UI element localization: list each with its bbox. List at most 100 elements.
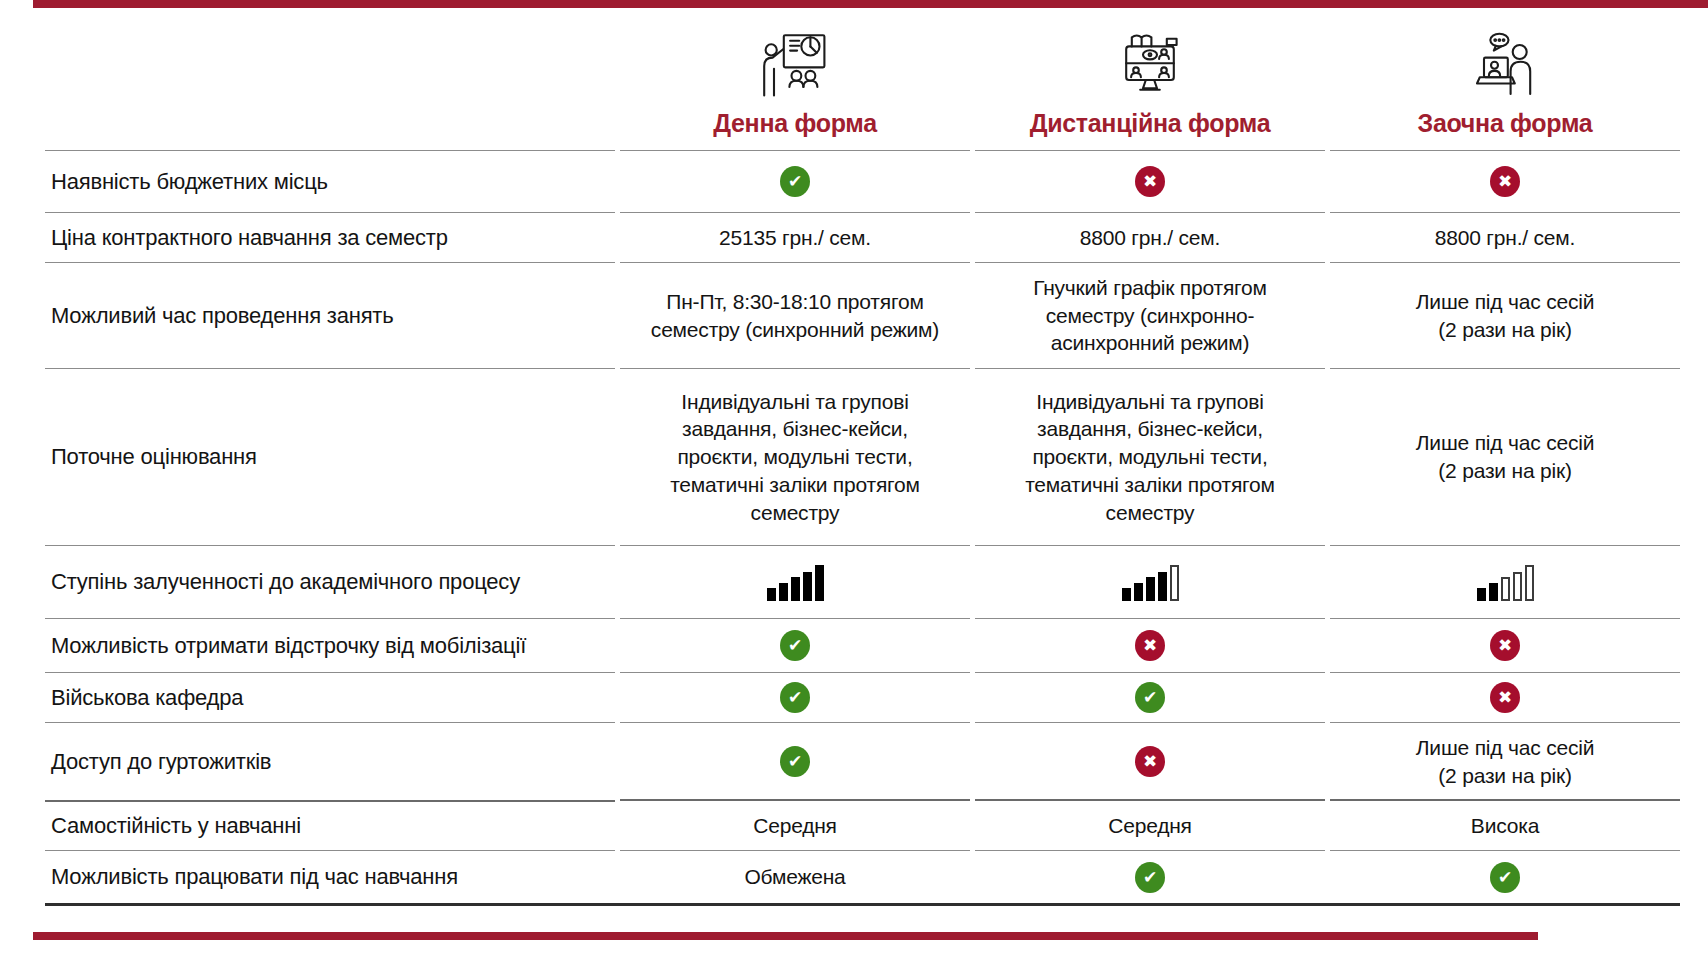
cell [1330,545,1680,619]
cell: Середня [620,799,970,851]
cell-value: Середня [1108,812,1192,840]
cell-value: Лише під час сесій (2 рази на рік) [1409,734,1601,789]
cell: ✔ [620,672,970,723]
cell-value: Індивідуальні та групові завдання, бізне… [649,388,941,527]
cross-icon: ✖ [1135,630,1165,661]
consultation-icon [1470,31,1540,101]
cell [975,545,1325,619]
cell: ✖ [975,722,1325,801]
cell-value: Лише під час сесій (2 рази на рік) [1409,288,1601,343]
bar-segment [767,588,776,601]
table-header-row: Денна форма [45,2,1680,150]
cell: Індивідуальні та групові завдання, бізне… [975,368,1325,546]
cell: ✔ [620,722,970,801]
check-icon: ✔ [780,746,810,777]
cell-value: Висока [1471,812,1539,840]
row-label: Ціна контрактного навчання за семестр [45,212,615,262]
cell: Гнучкий графік протягом семестру (синхро… [975,262,1325,369]
bar-segment [1134,583,1143,601]
cell: 8800 грн./ сем. [1330,212,1680,263]
cell: ✖ [1330,150,1680,213]
cell: ✔ [1330,850,1680,904]
table-row: Військова кафедра ✔ ✔ ✖ [45,672,1680,722]
cell [620,545,970,619]
cell: Лише під час сесій (2 рази на рік) [1330,262,1680,369]
bar-segment [1170,565,1179,601]
row-label: Можливий час проведення занять [45,262,615,368]
column-header-part-time: Заочна форма [1330,0,1680,150]
bar-segment [1513,572,1522,601]
table-row: Наявність бюджетних місць ✔ ✖ ✖ [45,150,1680,212]
engagement-bars-icon [1477,563,1534,601]
table-row: Ступінь залученності до академічного про… [45,545,1680,618]
row-label: Ступінь залученності до академічного про… [45,545,615,618]
cell: Лише під час сесій (2 рази на рік) [1330,368,1680,546]
cell: ✖ [1330,672,1680,723]
cross-icon: ✖ [1135,166,1165,197]
comparison-table: Денна форма [45,2,1680,906]
cell: ✔ [975,672,1325,723]
cross-icon: ✖ [1135,746,1165,777]
bottom-red-rule [33,932,1538,940]
table-row: Поточне оцінювання Індивідуальні та груп… [45,368,1680,545]
cell: 8800 грн./ сем. [975,212,1325,263]
table-row: Можливість отримати відстрочку від мобіл… [45,618,1680,672]
bar-segment [779,583,788,601]
cell-value: Лише під час сесій (2 рази на рік) [1409,429,1601,484]
cell: ✖ [975,150,1325,213]
bar-segment [1146,577,1155,601]
table-row: Ціна контрактного навчання за семестр 25… [45,212,1680,262]
cross-icon: ✖ [1490,166,1520,197]
cell: ✖ [975,618,1325,673]
bar-segment [791,577,800,601]
presentation-icon [760,31,830,101]
row-label: Можливість отримати відстрочку від мобіл… [45,618,615,672]
table-row: Самостійність у навчанні Середня Середня… [45,800,1680,850]
cell: Висока [1330,799,1680,851]
check-icon: ✔ [780,166,810,197]
comparison-infographic: Денна форма [0,0,1708,959]
cell-value: 8800 грн./ сем. [1080,224,1220,252]
column-header-full-time: Денна форма [620,0,970,150]
check-icon: ✔ [1135,862,1165,893]
column-header-label: Денна форма [713,109,877,138]
cell: 25135 грн./ сем. [620,212,970,263]
cross-icon: ✖ [1490,682,1520,713]
cell: Пн-Пт, 8:30-18:10 протягом семестру (син… [620,262,970,369]
column-header-distance: Дистанційна форма [975,0,1325,150]
row-label: Доступ до гуртожитків [45,722,615,800]
cell: ✖ [1330,618,1680,673]
cell-value: Пн-Пт, 8:30-18:10 протягом семестру (син… [649,288,941,343]
row-label: Самостійність у навчанні [45,800,615,850]
cell: Лише під час сесій (2 рази на рік) [1330,722,1680,801]
row-label: Наявність бюджетних місць [45,150,615,212]
bar-segment [1501,577,1510,601]
cell-value: Індивідуальні та групові завдання, бізне… [1004,388,1296,527]
cell-value: Гнучкий графік протягом семестру (синхро… [1004,274,1296,357]
online-learning-icon [1115,31,1185,101]
cell-value: 25135 грн./ сем. [719,224,871,252]
table-row: Доступ до гуртожитків ✔ ✖ Лише під час с… [45,722,1680,800]
check-icon: ✔ [780,630,810,661]
table-row: Можливий час проведення занять Пн-Пт, 8:… [45,262,1680,368]
row-label: Поточне оцінювання [45,368,615,545]
bar-segment [1489,583,1498,601]
bar-segment [1122,588,1131,601]
cell: ✔ [620,150,970,213]
check-icon: ✔ [780,682,810,713]
cell: Середня [975,799,1325,851]
bar-segment [815,565,824,601]
header-spacer [45,0,615,150]
check-icon: ✔ [1490,862,1520,893]
row-label: Військова кафедра [45,672,615,722]
row-label: Можливість працювати під час навчання [45,850,615,903]
cell-value: Середня [753,812,837,840]
cell-value: 8800 грн./ сем. [1435,224,1575,252]
table-row: Можливість працювати під час навчання Об… [45,850,1680,903]
cell-value: Обмежена [744,863,845,891]
cross-icon: ✖ [1490,630,1520,661]
check-icon: ✔ [1135,682,1165,713]
bar-segment [1477,588,1486,601]
bar-segment [1525,565,1534,601]
cell: ✔ [620,618,970,673]
